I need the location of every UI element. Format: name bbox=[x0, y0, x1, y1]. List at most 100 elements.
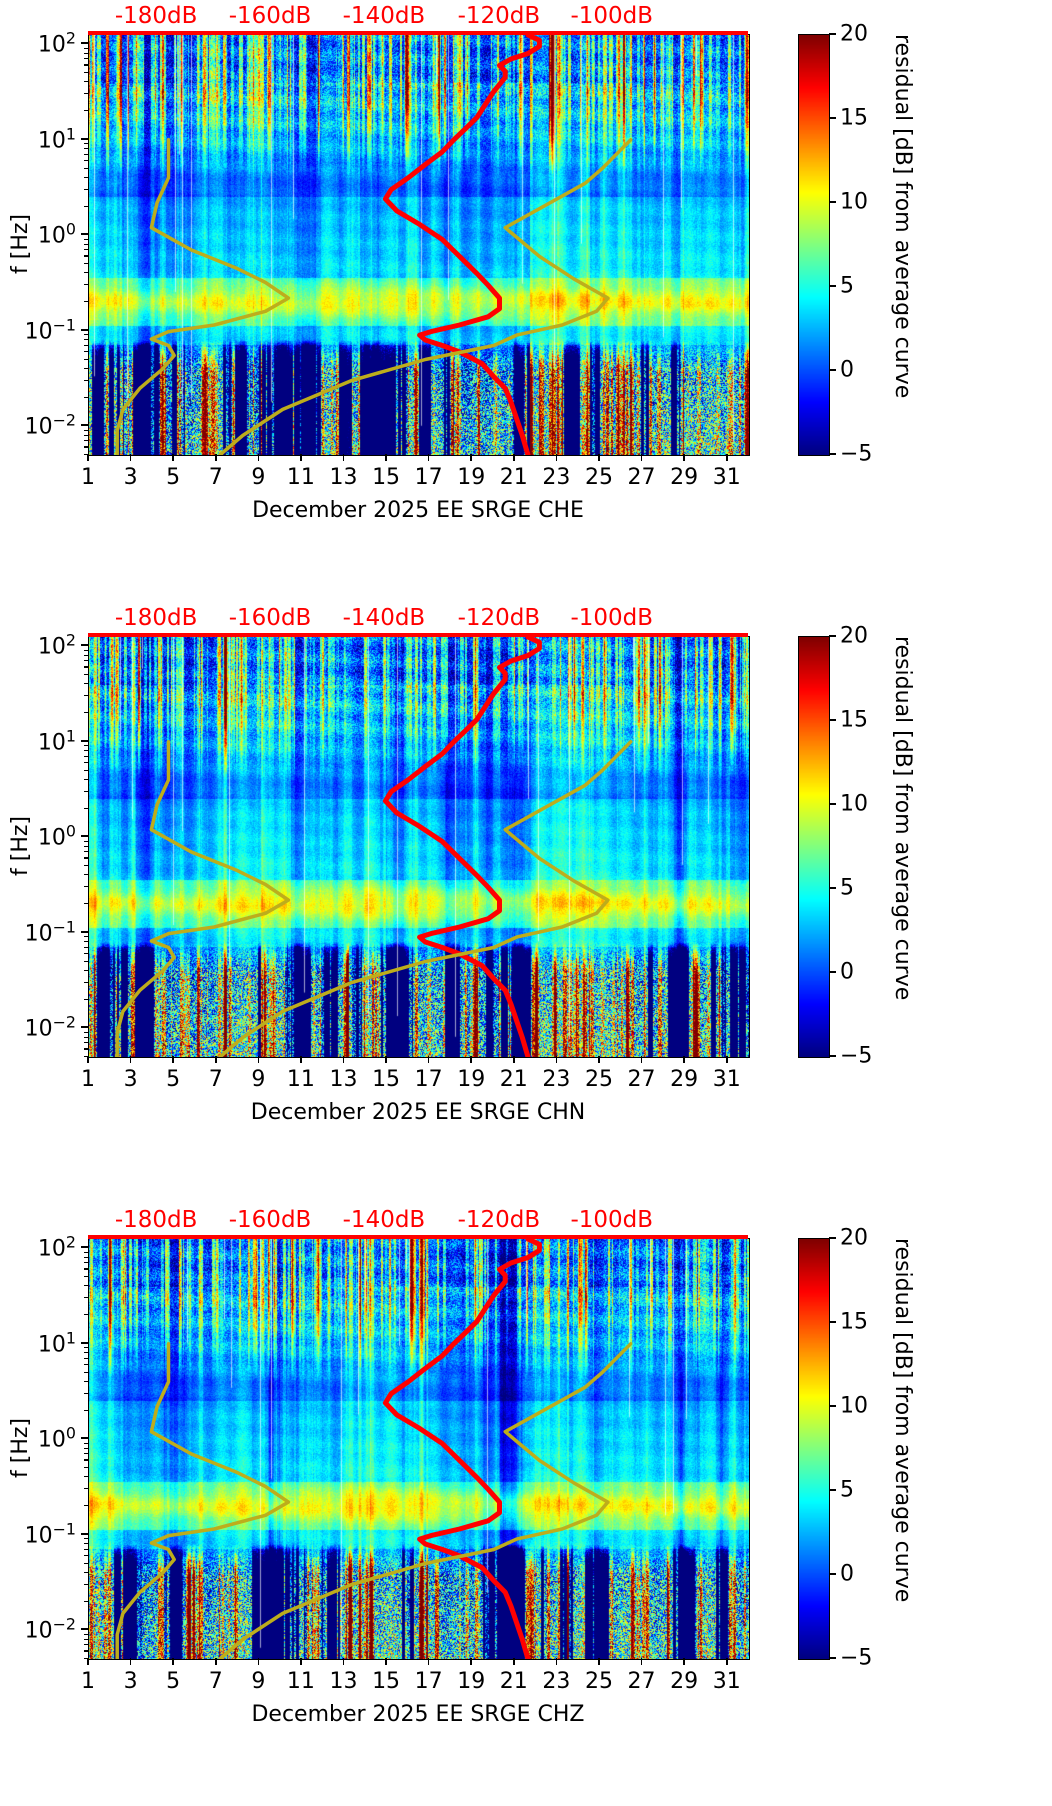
panel-title: December 2025 EE SRGE CHN bbox=[250, 1100, 586, 1125]
x-tick-mark bbox=[172, 1056, 174, 1063]
y-tick-mark bbox=[81, 1532, 88, 1535]
x-tick-mark bbox=[555, 1056, 558, 1063]
spectrogram-axes[interactable] bbox=[88, 636, 750, 1058]
y-tick-mark bbox=[81, 1628, 88, 1631]
y-tick-minor bbox=[84, 249, 88, 251]
x-tick-mark bbox=[640, 1056, 643, 1063]
y-tick-minor bbox=[84, 998, 88, 1000]
top-axis-red-spine bbox=[88, 633, 748, 637]
db-tick-label: -120dB bbox=[457, 3, 541, 29]
curve-yellow-noise-model-high bbox=[218, 138, 633, 455]
colorbar-tick-mark bbox=[829, 369, 836, 371]
y-tick-minor bbox=[84, 1650, 88, 1652]
y-tick-minor bbox=[84, 666, 88, 668]
x-tick-label: 13 bbox=[329, 1669, 358, 1694]
y-tick-minor bbox=[84, 454, 88, 456]
db-tick-label: -120dB bbox=[457, 605, 541, 631]
x-tick-label: 21 bbox=[499, 465, 528, 490]
colorbar-title: residual [dB] from average curve bbox=[890, 34, 915, 399]
y-tick-minor bbox=[84, 110, 88, 112]
y-tick-minor bbox=[84, 1031, 88, 1033]
x-tick-mark bbox=[129, 454, 132, 461]
x-tick-mark bbox=[640, 1658, 643, 1665]
y-tick-label: 101 bbox=[37, 1328, 76, 1358]
spectrogram-axes[interactable] bbox=[88, 34, 750, 456]
y-tick-minor bbox=[84, 446, 88, 448]
x-tick-label: 9 bbox=[251, 1067, 266, 1092]
x-tick-label: 7 bbox=[208, 1669, 223, 1694]
y-tick-mark bbox=[81, 424, 88, 427]
colorbar-tick-mark bbox=[829, 887, 836, 889]
y-tick-minor bbox=[84, 790, 88, 792]
y-tick-mark bbox=[81, 739, 88, 742]
colorbar-title: residual [dB] from average curve bbox=[890, 1238, 915, 1603]
x-tick-mark bbox=[683, 1056, 685, 1063]
x-tick-label: 7 bbox=[208, 1067, 223, 1092]
y-tick-minor bbox=[84, 153, 88, 155]
x-tick-label: 1 bbox=[81, 1067, 95, 1092]
y-tick-label: 102 bbox=[37, 28, 76, 58]
y-tick-minor bbox=[84, 1056, 88, 1058]
y-tick-minor bbox=[84, 1251, 88, 1253]
x-tick-label: 31 bbox=[712, 1067, 741, 1092]
db-tick-label: -100dB bbox=[570, 605, 654, 631]
y-tick-minor bbox=[84, 1256, 88, 1258]
x-tick-label: 27 bbox=[627, 465, 656, 490]
db-tick-label: -180dB bbox=[114, 3, 198, 29]
y-tick-minor bbox=[84, 284, 88, 286]
x-tick-mark bbox=[470, 1056, 473, 1063]
y-tick-minor bbox=[84, 1352, 88, 1354]
y-tick-minor bbox=[84, 379, 88, 381]
x-tick-label: 29 bbox=[670, 465, 699, 490]
y-tick-label: 10−2 bbox=[24, 410, 76, 440]
y-tick-minor bbox=[84, 654, 88, 656]
y-tick-minor bbox=[84, 1505, 88, 1507]
x-tick-label: 17 bbox=[414, 1669, 443, 1694]
y-tick-label: 10−1 bbox=[24, 315, 76, 345]
x-tick-label: 13 bbox=[329, 465, 358, 490]
y-tick-minor bbox=[84, 205, 88, 207]
y-tick-minor bbox=[84, 52, 88, 54]
panel-title: December 2025 EE SRGE CHE bbox=[252, 498, 584, 523]
colorbar-tick-label: 20 bbox=[840, 21, 868, 47]
colorbar-tick-label: −5 bbox=[840, 1645, 873, 1671]
x-tick-label: 31 bbox=[712, 1669, 741, 1694]
spectrogram-image bbox=[89, 1239, 749, 1659]
y-tick-minor bbox=[84, 1476, 88, 1478]
y-tick-minor bbox=[84, 339, 88, 341]
x-tick-label: 5 bbox=[166, 1067, 181, 1092]
y-tick-minor bbox=[84, 1459, 88, 1461]
colorbar-tick-mark bbox=[829, 1489, 836, 1491]
x-tick-mark bbox=[129, 1056, 132, 1063]
panel-chn: -180dB -160dB -140dB -120dB -100dB f [Hz] 102 1… bbox=[0, 602, 1052, 1204]
y-tick-minor bbox=[84, 176, 88, 178]
secondary-axis-db-labels: -180dB -160dB -140dB -120dB -100dB bbox=[0, 0, 1052, 34]
y-tick-minor bbox=[84, 272, 88, 274]
y-tick-label: 10−1 bbox=[24, 1519, 76, 1549]
colorbar-tick-label: 15 bbox=[840, 1309, 868, 1335]
curve-yellow-noise-model-low bbox=[115, 740, 291, 1057]
y-tick-minor bbox=[84, 946, 88, 948]
x-tick-label: 13 bbox=[329, 1067, 358, 1092]
y-tick-minor bbox=[84, 334, 88, 336]
colorbar-tick-label: 15 bbox=[840, 707, 868, 733]
y-tick-minor bbox=[84, 1363, 88, 1366]
x-tick-label: 5 bbox=[166, 465, 181, 490]
spectrogram-axes[interactable] bbox=[88, 1238, 750, 1660]
x-tick-mark bbox=[555, 1658, 558, 1665]
x-tick-mark bbox=[385, 1056, 387, 1063]
y-tick-mark bbox=[81, 42, 88, 45]
y-tick-minor bbox=[84, 367, 88, 369]
y-tick-minor bbox=[84, 778, 88, 780]
x-tick-label: 19 bbox=[457, 1067, 486, 1092]
x-tick-label: 15 bbox=[372, 1067, 401, 1092]
db-tick-label: -180dB bbox=[114, 605, 198, 631]
y-tick-mark bbox=[81, 328, 88, 331]
x-tick-mark bbox=[513, 454, 515, 461]
y-tick-minor bbox=[84, 1600, 88, 1602]
x-tick-label: 3 bbox=[123, 1669, 138, 1694]
y-tick-minor bbox=[84, 1488, 88, 1490]
x-tick-mark bbox=[172, 454, 174, 461]
x-tick-mark bbox=[129, 1658, 132, 1665]
